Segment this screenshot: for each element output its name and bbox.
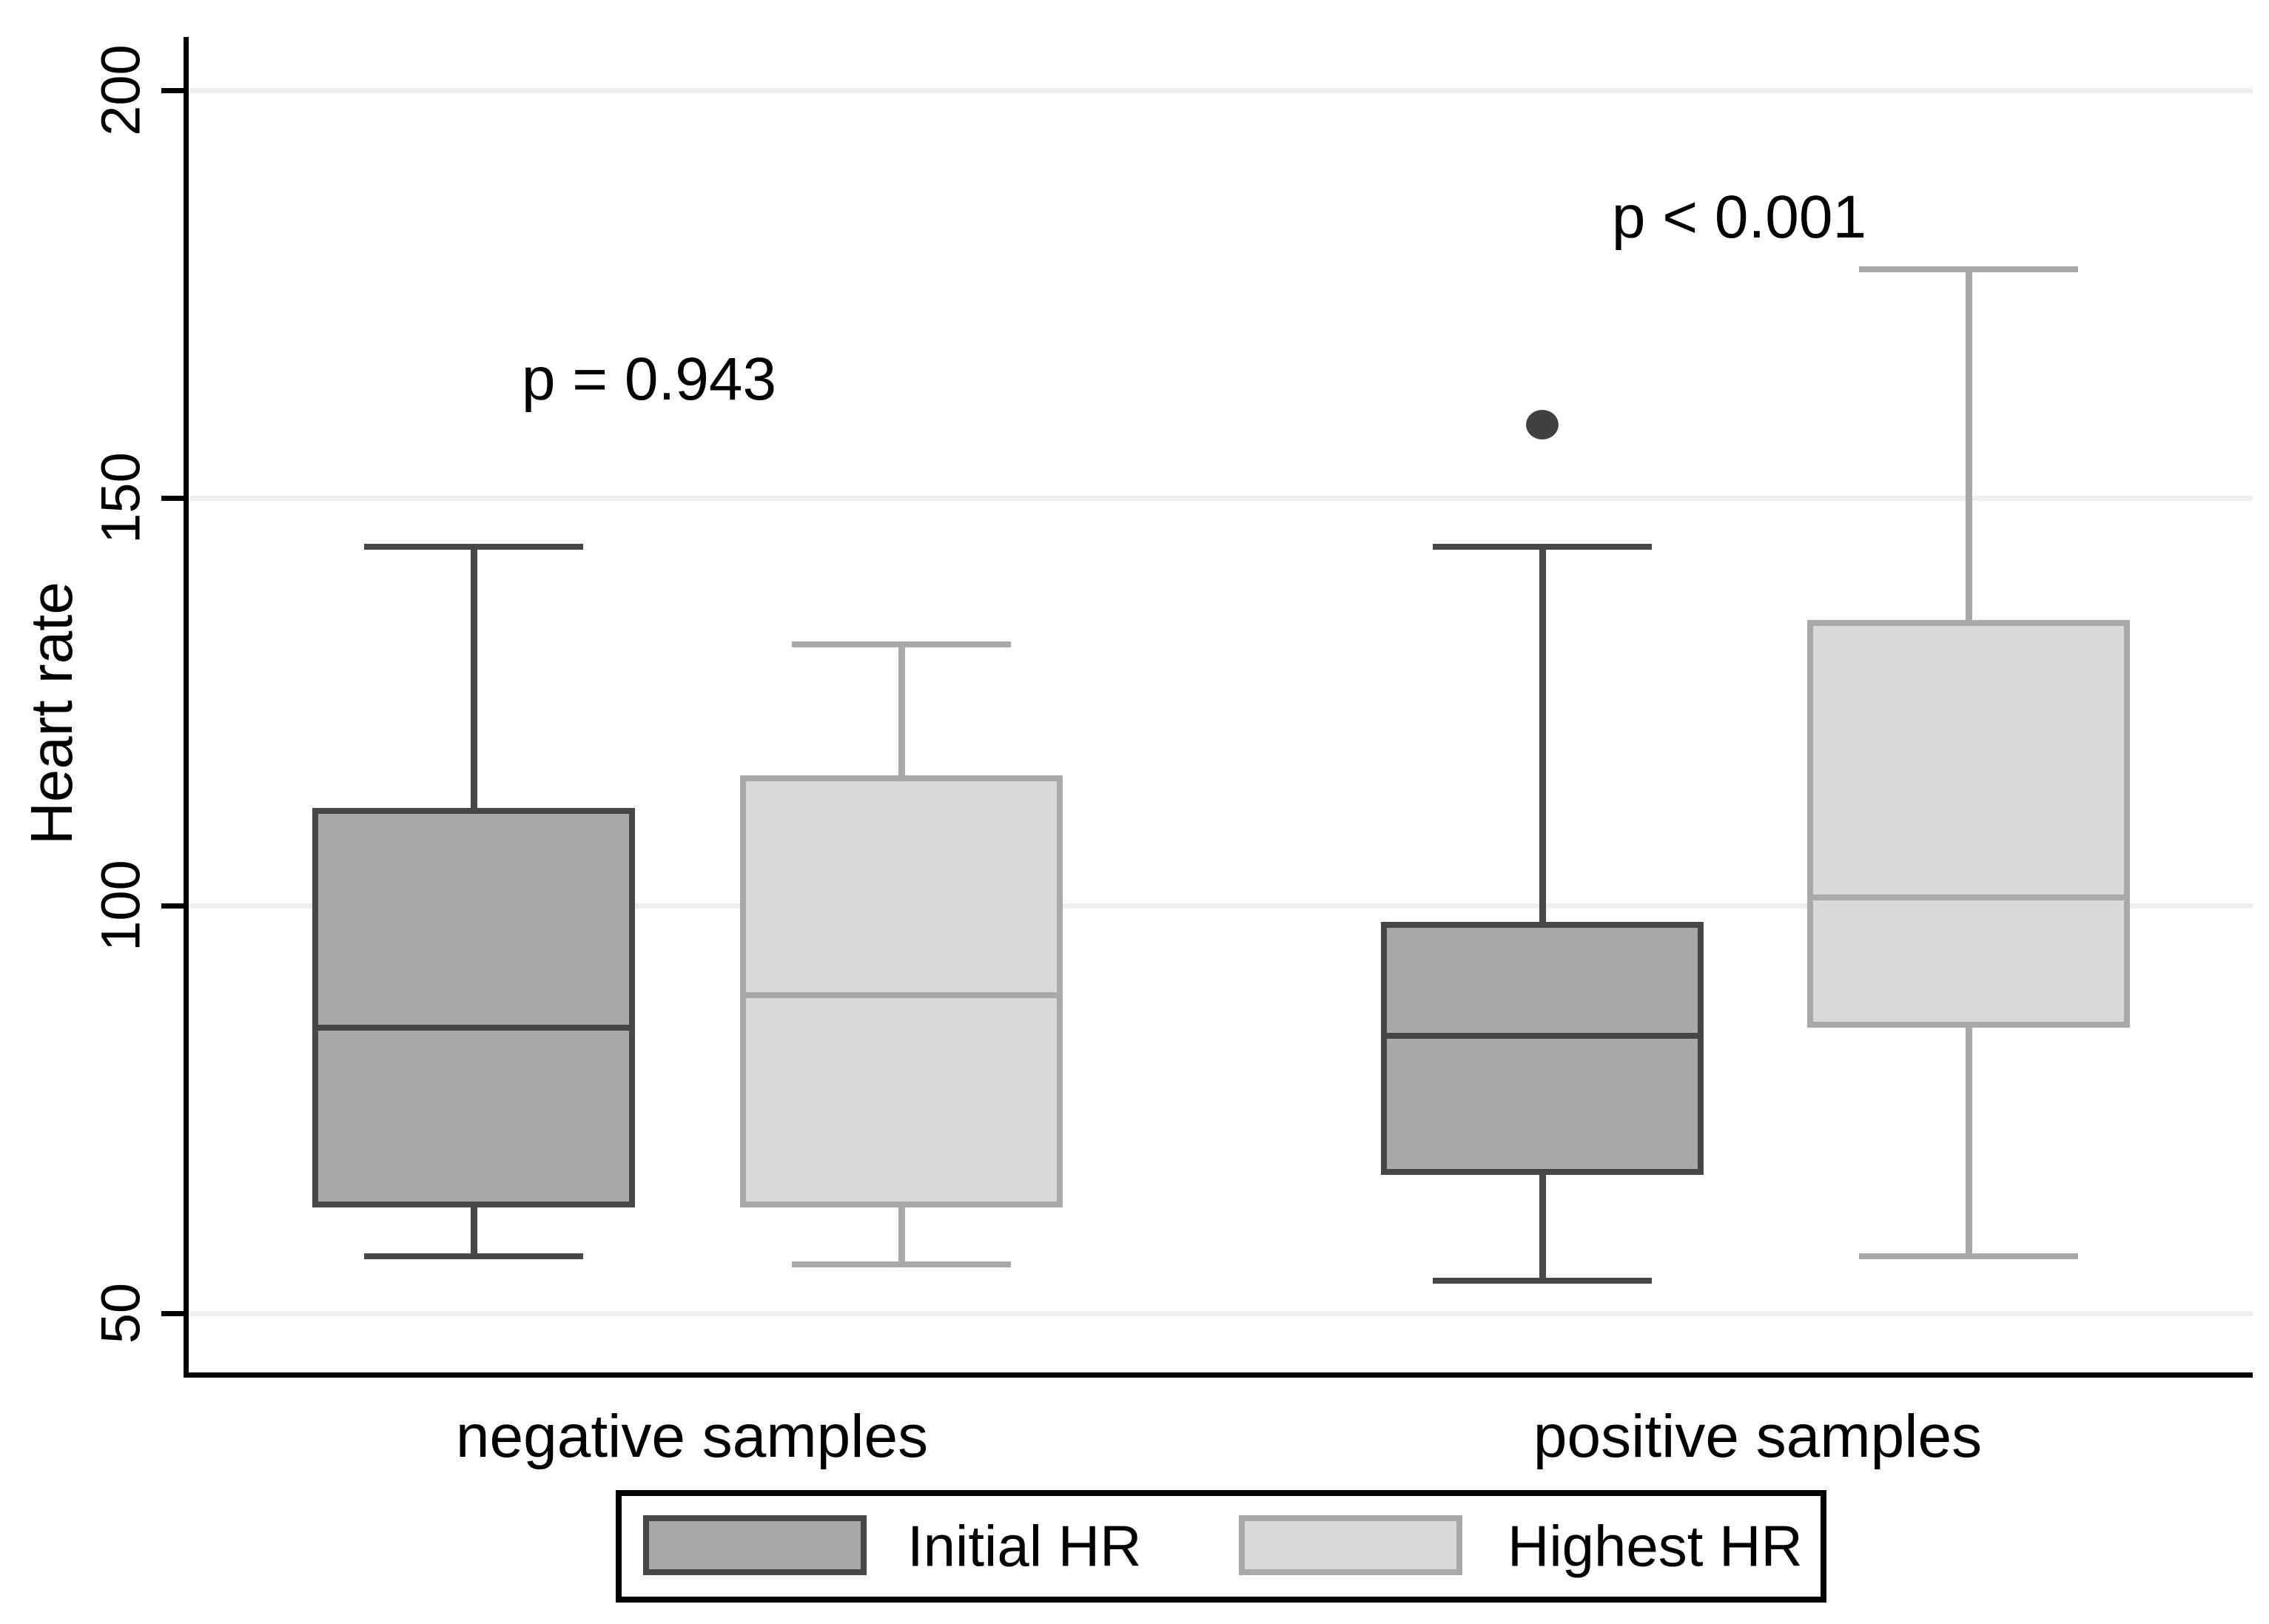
- y-axis-spine: [184, 37, 189, 1378]
- outlier-dot: [1526, 410, 1559, 439]
- whisker-cap: [1433, 1278, 1652, 1284]
- gridline: [189, 496, 2253, 501]
- box-median: [1813, 894, 2124, 900]
- whisker-stem: [1539, 1175, 1546, 1281]
- gridline: [189, 88, 2253, 93]
- y-tick: [161, 1311, 184, 1316]
- box-median: [746, 992, 1057, 998]
- legend-label-highest-hr: Highest HR: [1507, 1513, 1803, 1579]
- whisker-stem: [898, 1207, 905, 1264]
- gridline: [189, 1311, 2253, 1316]
- legend-swatch-initial-hr: [643, 1515, 867, 1575]
- x-category-label-negative: negative samples: [455, 1403, 929, 1470]
- legend: Initial HR Highest HR: [616, 1490, 1826, 1603]
- p-value-annotation-negative: p = 0.943: [521, 346, 777, 413]
- whisker-cap: [364, 544, 583, 550]
- y-tick: [161, 496, 184, 501]
- y-axis-title: Heart rate: [19, 582, 84, 845]
- whisker-stem: [898, 644, 905, 775]
- whisker-cap: [1859, 1253, 2078, 1259]
- legend-label-initial-hr: Initial HR: [907, 1513, 1142, 1579]
- y-tick-label: 50: [90, 1282, 152, 1344]
- box-median: [318, 1025, 629, 1031]
- y-tick-label: 150: [90, 452, 152, 544]
- box: [740, 775, 1063, 1207]
- y-tick-label: 100: [90, 860, 152, 951]
- y-tick: [161, 88, 184, 93]
- whisker-stem: [471, 547, 477, 808]
- box: [1807, 620, 2130, 1028]
- whisker-stem: [1539, 547, 1546, 922]
- whisker-stem: [1966, 1028, 1972, 1256]
- whisker-cap: [792, 1261, 1011, 1267]
- box-median: [1387, 1033, 1698, 1039]
- y-tick: [161, 903, 184, 909]
- gridline: [189, 903, 2253, 909]
- legend-swatch-highest-hr: [1239, 1515, 1462, 1575]
- whisker-stem: [1966, 269, 1972, 620]
- whisker-cap: [1433, 544, 1652, 550]
- x-category-label-positive: positive samples: [1533, 1403, 1983, 1470]
- whisker-stem: [471, 1207, 477, 1256]
- p-value-annotation-positive: p < 0.001: [1611, 183, 1867, 251]
- whisker-cap: [1859, 266, 2078, 272]
- box: [1381, 922, 1704, 1175]
- whisker-cap: [792, 641, 1011, 647]
- x-axis-line: [184, 1372, 2253, 1378]
- box: [312, 808, 635, 1207]
- whisker-cap: [364, 1253, 583, 1259]
- y-tick-label: 200: [90, 44, 152, 136]
